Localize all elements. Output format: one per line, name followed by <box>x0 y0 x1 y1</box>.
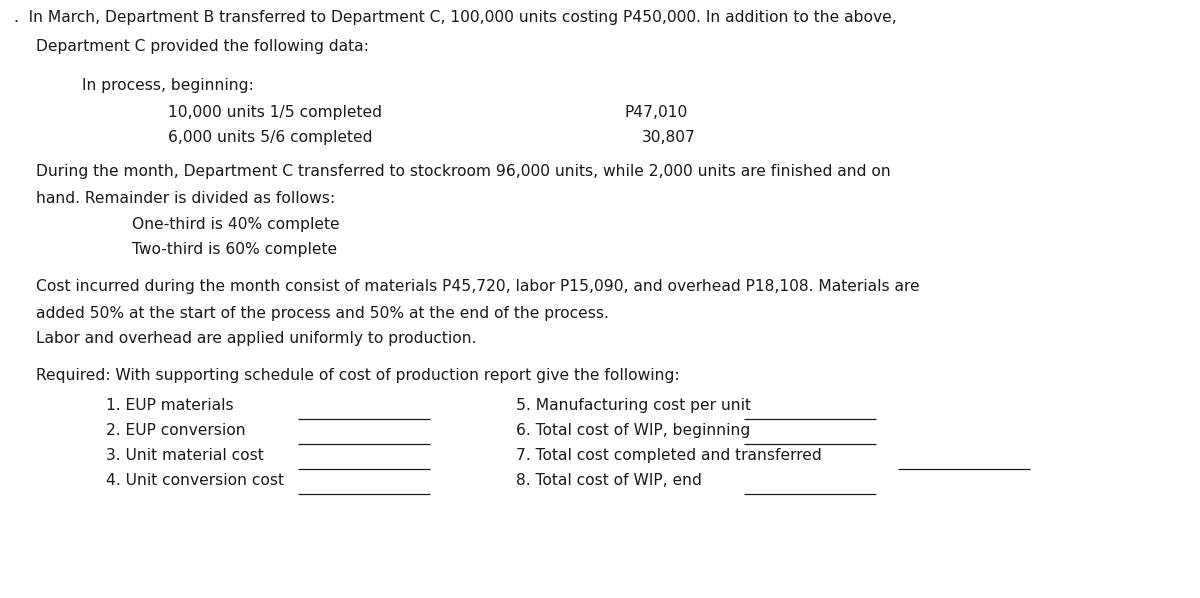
Text: 30,807: 30,807 <box>642 130 696 145</box>
Text: 7. Total cost completed and transferred: 7. Total cost completed and transferred <box>516 448 822 463</box>
Text: During the month, Department C transferred to stockroom 96,000 units, while 2,00: During the month, Department C transferr… <box>36 164 890 179</box>
Text: Labor and overhead are applied uniformly to production.: Labor and overhead are applied uniformly… <box>36 331 476 346</box>
Text: One-third is 40% complete: One-third is 40% complete <box>132 217 340 232</box>
Text: added 50% at the start of the process and 50% at the end of the process.: added 50% at the start of the process an… <box>36 306 608 321</box>
Text: 3. Unit material cost: 3. Unit material cost <box>106 448 263 463</box>
Text: 1. EUP materials: 1. EUP materials <box>106 398 233 413</box>
Text: Required: With supporting schedule of cost of production report give the followi: Required: With supporting schedule of co… <box>36 368 679 383</box>
Text: Cost incurred during the month consist of materials P45,720, labor P15,090, and : Cost incurred during the month consist o… <box>36 279 919 294</box>
Text: 10,000 units 1/5 completed: 10,000 units 1/5 completed <box>168 105 382 120</box>
Text: 4. Unit conversion cost: 4. Unit conversion cost <box>106 473 283 488</box>
Text: 6,000 units 5/6 completed: 6,000 units 5/6 completed <box>168 130 372 145</box>
Text: 2. EUP conversion: 2. EUP conversion <box>106 423 245 438</box>
Text: P47,010: P47,010 <box>624 105 688 120</box>
Text: In process, beginning:: In process, beginning: <box>82 78 253 93</box>
Text: 6. Total cost of WIP, beginning: 6. Total cost of WIP, beginning <box>516 423 750 438</box>
Text: Department C provided the following data:: Department C provided the following data… <box>36 39 368 54</box>
Text: 5. Manufacturing cost per unit: 5. Manufacturing cost per unit <box>516 398 751 413</box>
Text: .  In March, Department B transferred to Department C, 100,000 units costing P45: . In March, Department B transferred to … <box>14 10 898 25</box>
Text: Two-third is 60% complete: Two-third is 60% complete <box>132 242 337 257</box>
Text: 8. Total cost of WIP, end: 8. Total cost of WIP, end <box>516 473 702 488</box>
Text: hand. Remainder is divided as follows:: hand. Remainder is divided as follows: <box>36 191 335 206</box>
